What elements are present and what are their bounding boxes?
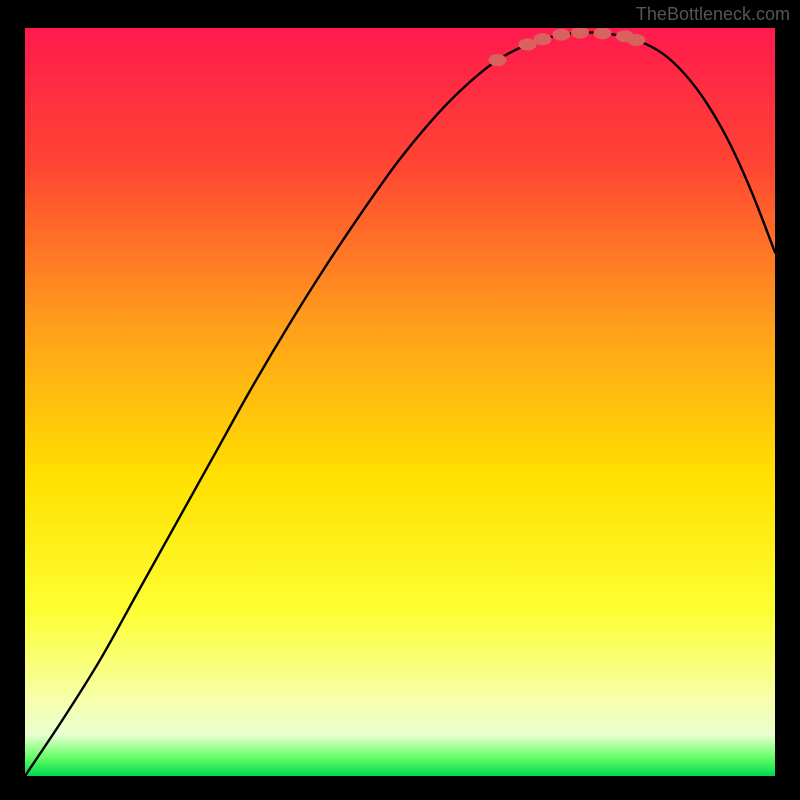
chart-svg (25, 28, 775, 776)
marker-dot (489, 54, 507, 66)
watermark-text: TheBottleneck.com (636, 4, 790, 25)
marker-dot (552, 29, 570, 41)
marker-dot (627, 34, 645, 46)
gradient-rect (25, 28, 775, 776)
chart-frame (25, 28, 775, 776)
marker-dot (534, 33, 552, 45)
